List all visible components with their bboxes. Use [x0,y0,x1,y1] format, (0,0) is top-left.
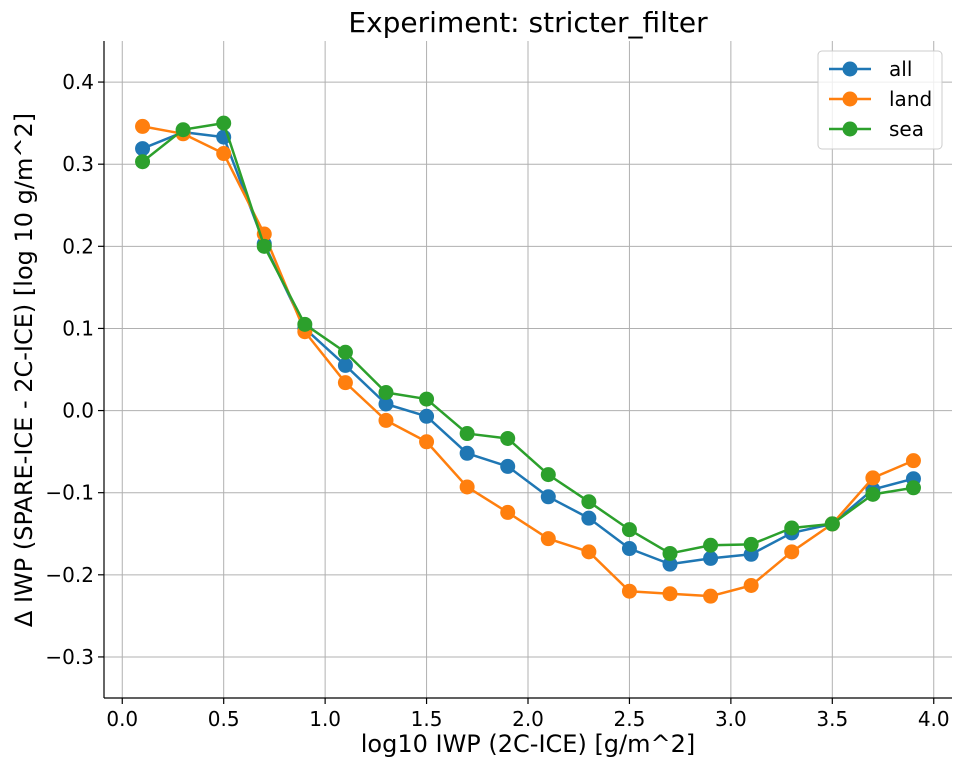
y-axis-title: Δ IWP (SPARE-ICE - 2C-ICE) [log 10 g/m^2… [10,113,38,627]
chart-title: Experiment: stricter_filter [348,6,708,39]
legend-marker [842,61,858,77]
data-point-sea [540,467,556,483]
data-point-land [135,118,151,134]
x-tick-label: 4.0 [918,707,950,731]
data-point-sea [500,430,516,446]
data-point-sea [216,115,232,131]
series-land [135,118,921,604]
data-point-land [378,412,394,428]
series-line-land [142,125,914,598]
legend-label: all [889,57,912,81]
legend-item-sea: sea [829,117,924,141]
data-point-sea [459,426,475,442]
data-point-sea [337,344,353,360]
x-tick-label: 0.5 [208,707,240,731]
data-point-sea [419,391,435,407]
data-point-sea [703,537,719,553]
x-tick-label: 3.5 [816,707,848,731]
data-point-all [703,550,719,566]
data-point-sea [743,536,759,552]
data-point-land [865,470,881,486]
x-tick-label: 0.0 [106,707,138,731]
data-point-sea [621,522,637,538]
ticks: 0.0 0.5 1.0 1.5 2.0 2.5 3.0 3.5 4.0 −0.3 −0.2 −0.1 0… [45,70,949,731]
data-point-sea [378,384,394,400]
legend-label: land [889,87,932,111]
x-tick-label: 2.5 [614,707,646,731]
data-point-all [135,141,151,157]
y-tick-label: 0.3 [62,152,94,176]
data-point-sea [297,316,313,332]
x-tick-label: 1.0 [309,707,341,731]
data-point-sea [784,520,800,536]
series-sea [135,115,921,561]
data-point-land [459,479,475,495]
data-point-land [662,586,678,602]
y-tick-label: −0.1 [45,481,94,505]
data-point-land [621,583,637,599]
data-point-all [621,541,637,557]
y-tick-label: 0.4 [62,70,94,94]
legend: all land sea [817,50,943,150]
data-point-all [662,556,678,572]
data-point-all [581,510,597,526]
data-point-all [500,458,516,474]
y-tick-label: −0.2 [45,563,94,587]
legend-items: all land sea [829,57,932,141]
data-point-sea [662,545,678,561]
data-point-sea [135,154,151,170]
data-point-land [703,588,719,604]
data-point-all [540,489,556,505]
legend-item-all: all [829,57,912,81]
data-point-land [581,544,597,560]
data-point-land [743,577,759,593]
y-tick-label: 0.0 [62,399,94,423]
legend-item-land: land [829,87,932,111]
data-point-land [784,544,800,560]
grid [104,41,952,698]
data-point-land [216,146,232,162]
data-point-land [500,504,516,520]
data-point-land [419,434,435,450]
y-tick-label: 0.2 [62,234,94,258]
data-point-land [540,531,556,547]
x-tick-label: 3.0 [715,707,747,731]
x-tick-label: 2.0 [512,707,544,731]
data-point-sea [824,516,840,532]
data-point-all [459,445,475,461]
data-point-sea [175,122,191,138]
x-axis-title: log10 IWP (2C-ICE) [g/m^2] [361,730,696,758]
y-tick-label: 0.1 [62,316,94,340]
data-point-sea [581,494,597,510]
data-point-sea [865,486,881,502]
x-tick-label: 1.5 [411,707,443,731]
legend-marker [842,121,858,137]
legend-marker [842,91,858,107]
data-point-sea [905,480,921,496]
data-point-sea [256,238,272,254]
data-point-land [337,375,353,391]
data-point-land [905,453,921,469]
series [135,115,921,604]
y-tick-label: −0.3 [45,645,94,669]
data-point-all [419,408,435,424]
legend-label: sea [889,117,924,141]
data-point-all [378,396,394,412]
data-point-all [337,357,353,373]
